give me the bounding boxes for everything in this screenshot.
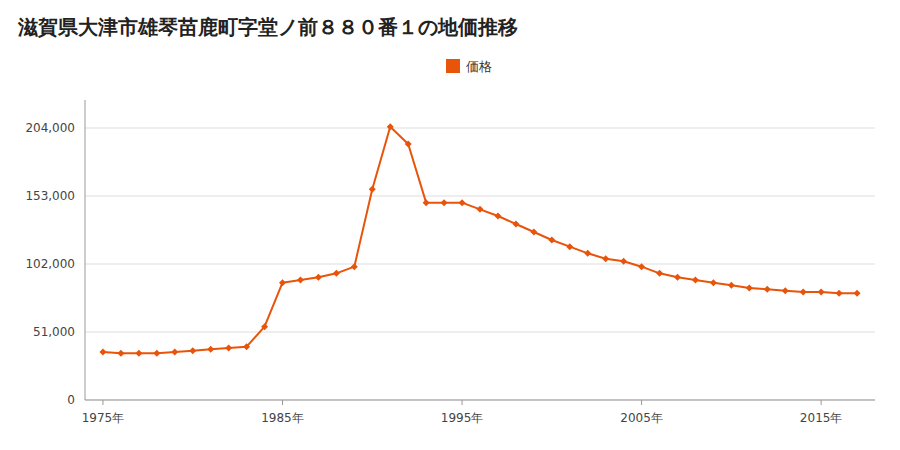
data-point: [207, 346, 214, 353]
data-point: [782, 287, 789, 294]
data-point: [584, 250, 591, 257]
plot-data: [99, 123, 860, 357]
data-point: [836, 290, 843, 297]
x-tick-label: 2015年: [800, 411, 843, 425]
data-point: [225, 345, 232, 352]
data-point: [692, 277, 699, 284]
x-tick: [102, 400, 103, 405]
grid-line: [85, 400, 875, 401]
data-point: [261, 323, 268, 330]
data-point: [189, 347, 196, 354]
x-tick-label: 1985年: [261, 411, 304, 425]
data-point: [279, 279, 286, 286]
data-point: [854, 290, 861, 297]
x-tick: [641, 400, 642, 405]
x-tick: [462, 400, 463, 405]
data-point: [423, 199, 430, 206]
chart-container: 滋賀県大津市雄琴苗鹿町字堂ノ前８８０番１の地価推移 0 51,000 102,000 1…: [0, 0, 900, 450]
page: {"chart_data": { "type": "line", "title"…: [0, 0, 900, 450]
y-tick-label: 153,000: [25, 189, 75, 203]
data-point: [405, 141, 412, 148]
x-tick: [821, 400, 822, 405]
grid-line: [85, 128, 875, 129]
data-point: [548, 237, 555, 244]
x-axis: 1975年 1985年 1995年 2005年 2015年: [82, 400, 875, 425]
legend: 価格: [446, 59, 492, 74]
data-point: [477, 206, 484, 213]
x-tick: [282, 400, 283, 405]
data-point: [243, 343, 250, 350]
grid-line: [85, 264, 875, 265]
y-tick-label: 0: [67, 393, 75, 407]
data-point: [333, 270, 340, 277]
y-tick-label: 204,000: [25, 121, 75, 135]
data-point: [620, 258, 627, 265]
series-line: [103, 127, 857, 354]
y-axis: 0 51,000 102,000 153,000 204,000: [25, 100, 85, 407]
data-point: [746, 285, 753, 292]
data-point: [135, 350, 142, 357]
grid-line: [85, 196, 875, 197]
data-point: [117, 350, 124, 357]
data-point: [674, 274, 681, 281]
data-point: [99, 349, 106, 356]
data-point: [441, 199, 448, 206]
data-point: [297, 277, 304, 284]
data-point: [459, 199, 466, 206]
data-point: [387, 123, 394, 130]
data-point: [818, 289, 825, 296]
data-point: [710, 279, 717, 286]
data-point: [566, 243, 573, 250]
data-point: [764, 286, 771, 293]
data-point: [656, 270, 663, 277]
legend-label: 価格: [466, 59, 492, 74]
chart-svg: 滋賀県大津市雄琴苗鹿町字堂ノ前８８０番１の地価推移 0 51,000 102,000 1…: [0, 0, 900, 450]
data-point: [351, 263, 358, 270]
title: 滋賀県大津市雄琴苗鹿町字堂ノ前８８０番１の地価推移: [17, 15, 518, 39]
legend-swatch: [446, 59, 460, 73]
x-tick-label: 1975年: [82, 411, 125, 425]
data-point: [512, 221, 519, 228]
data-point: [602, 255, 609, 262]
x-tick-label: 2005年: [620, 411, 663, 425]
data-point: [153, 350, 160, 357]
data-point: [171, 349, 178, 356]
data-point: [800, 289, 807, 296]
data-point: [638, 263, 645, 270]
y-tick-label: 102,000: [25, 257, 75, 271]
grid-line: [85, 332, 875, 333]
series: [99, 123, 860, 357]
data-point: [728, 282, 735, 289]
x-tick-label: 1995年: [441, 411, 484, 425]
data-point: [530, 229, 537, 236]
data-point: [494, 213, 501, 220]
y-tick-label: 51,000: [33, 325, 75, 339]
y-axis-line: [85, 100, 86, 400]
data-point: [369, 186, 376, 193]
data-point: [315, 274, 322, 281]
x-axis-line: [85, 400, 875, 401]
grid: [85, 128, 875, 400]
